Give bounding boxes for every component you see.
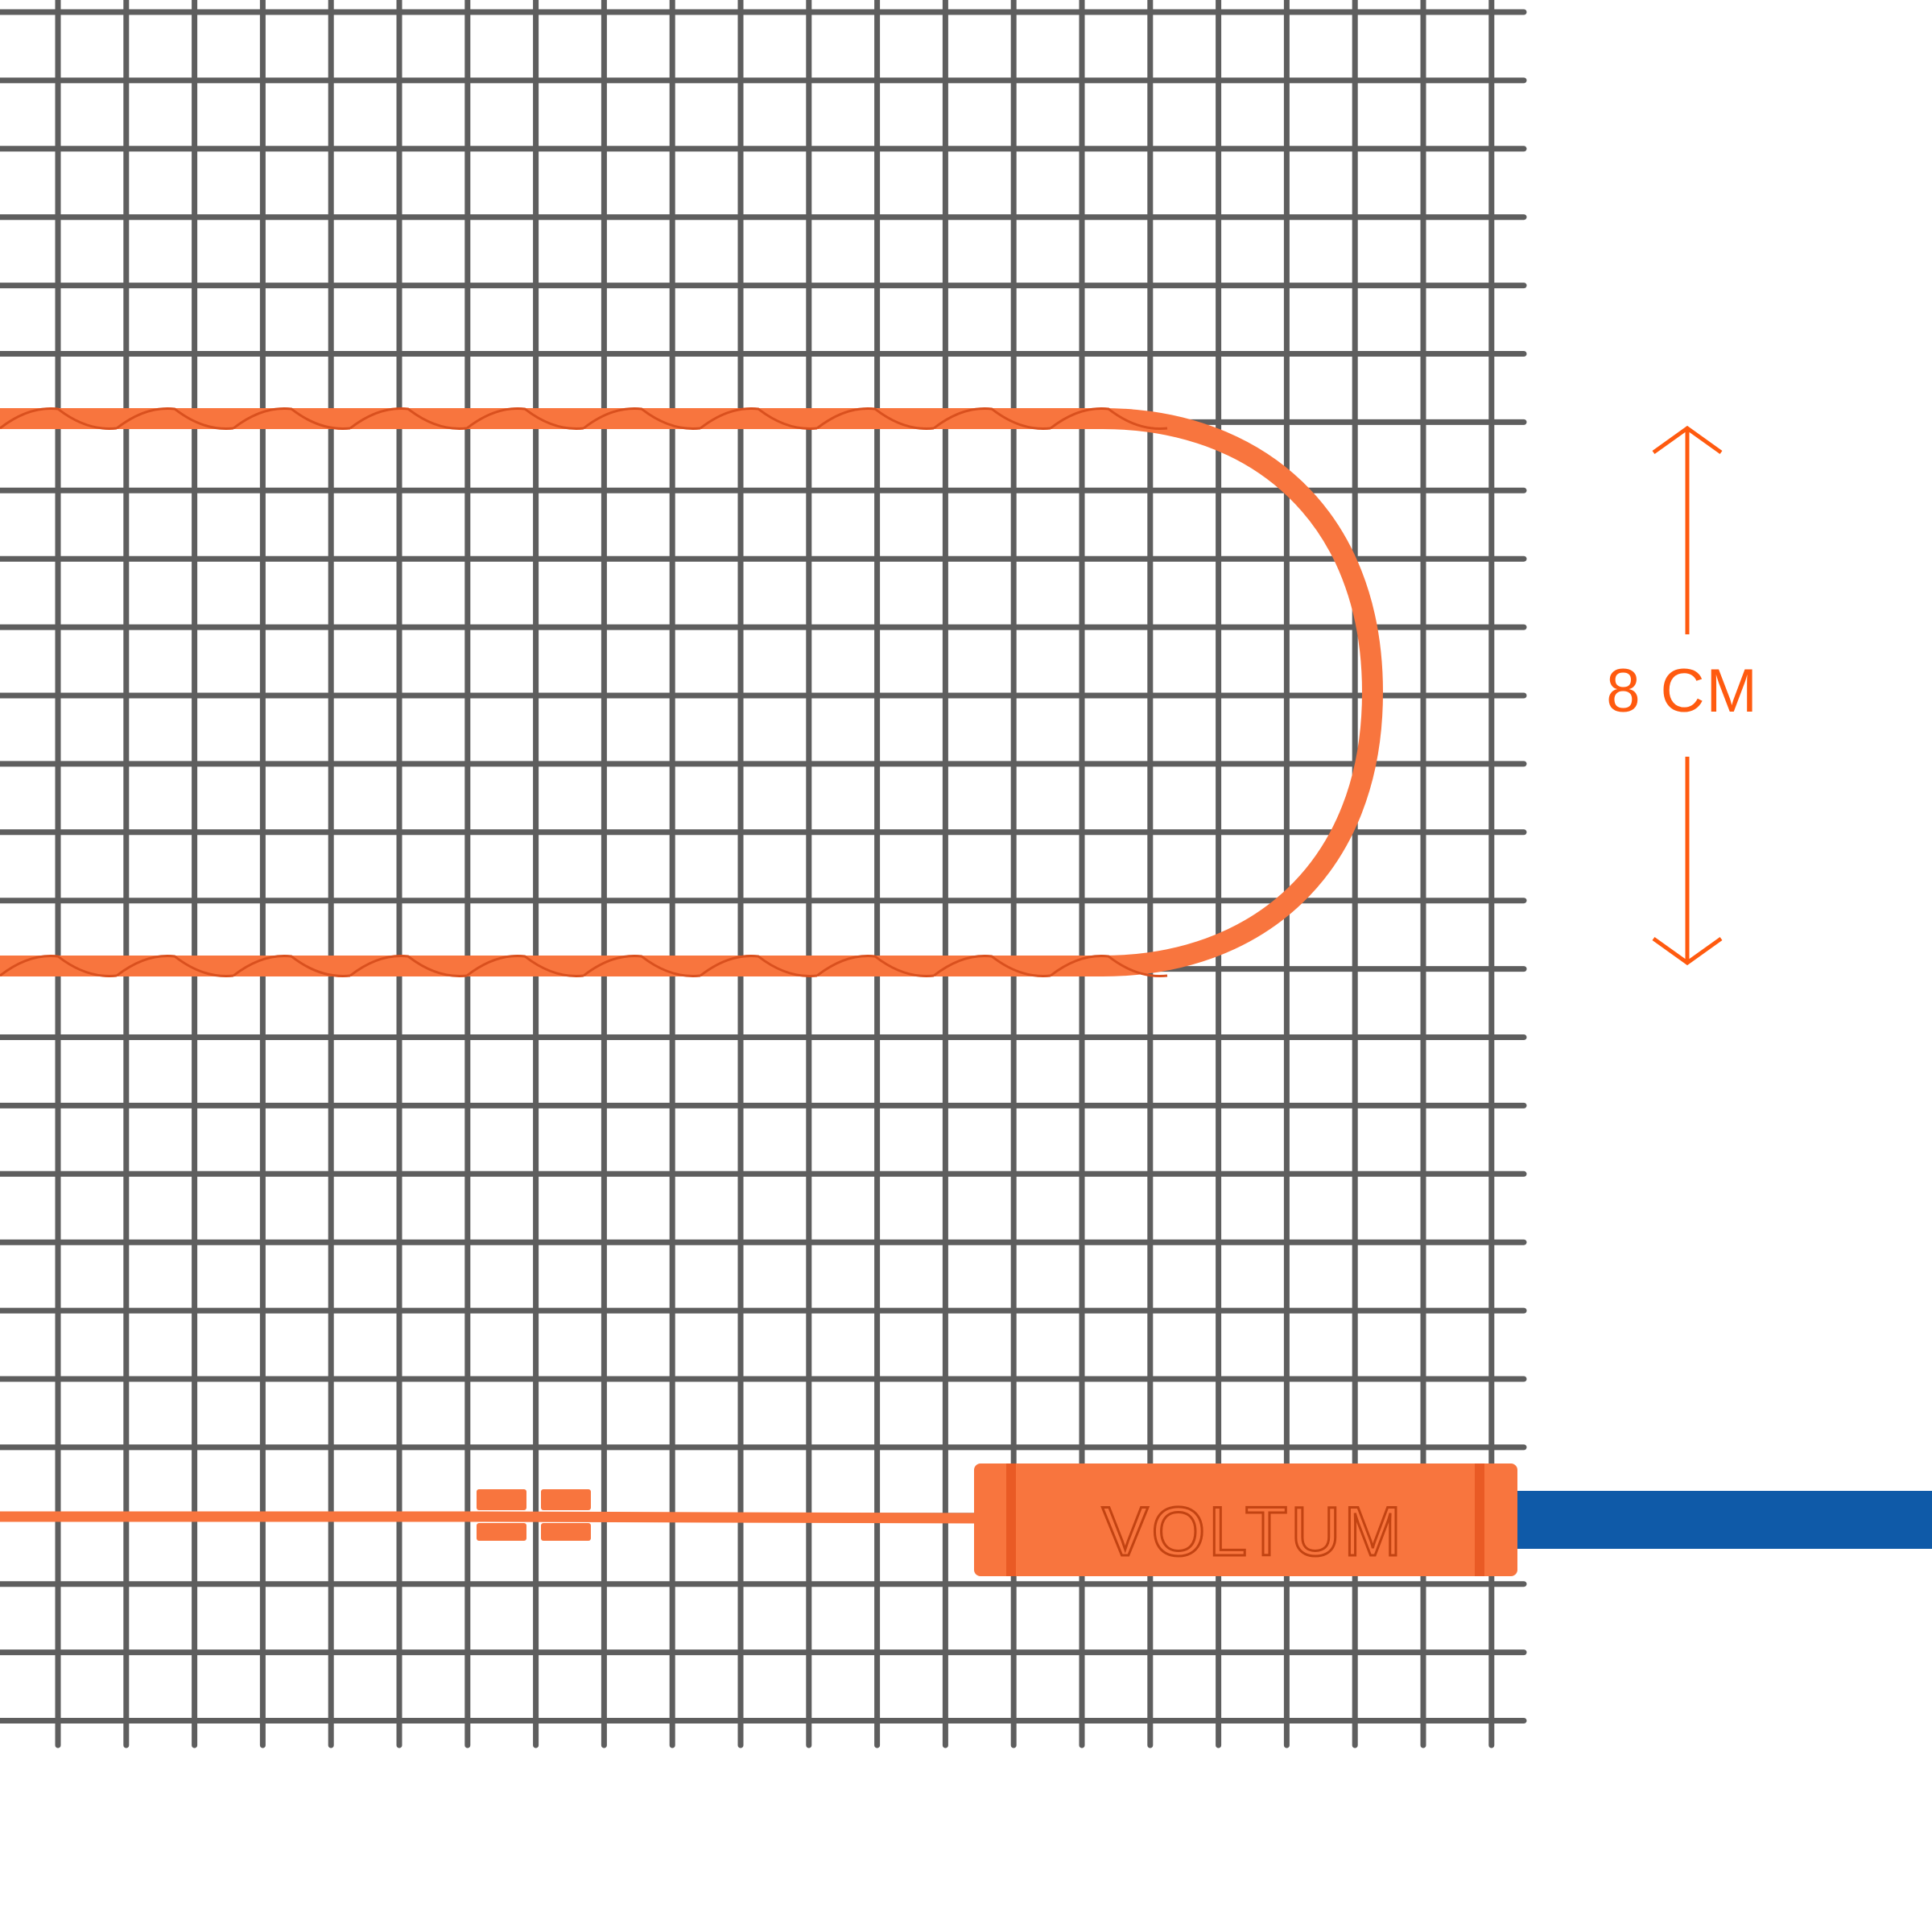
cable-clip [477,1489,591,1541]
dimension-label: 8 CM [1606,657,1759,725]
fiberglass-mesh [0,0,1527,1748]
power-lead-cable [1513,1491,1932,1549]
dimension-marker [1652,425,1723,966]
cold-lead-cable [0,1511,979,1524]
arrow-up-icon [1652,425,1723,634]
heating-cable-loop [0,408,1384,976]
arrow-down-icon [1652,757,1723,966]
cable-wrap-wire [0,407,1168,977]
brand-logo-voltum: VOLTUM [1102,1493,1405,1571]
connector-sleeve: VOLTUM [974,1463,1517,1576]
heating-cable: VOLTUM [0,407,1932,1576]
